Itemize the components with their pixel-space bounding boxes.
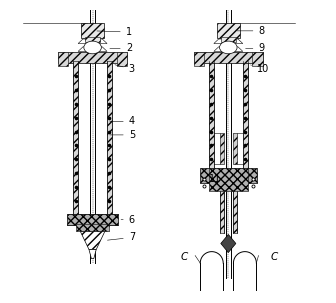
Bar	[220, 133, 224, 164]
Bar	[217, 23, 240, 38]
Bar	[209, 168, 248, 191]
Text: 10: 10	[251, 64, 269, 74]
Text: 1: 1	[97, 27, 132, 37]
Bar	[209, 62, 214, 170]
Bar	[221, 38, 236, 42]
Ellipse shape	[84, 41, 101, 54]
Text: 9: 9	[246, 43, 265, 53]
Bar	[58, 52, 127, 62]
Polygon shape	[214, 47, 243, 52]
Polygon shape	[78, 47, 107, 52]
Text: 5: 5	[110, 130, 135, 140]
Text: 11: 11	[204, 174, 221, 184]
Bar	[58, 52, 69, 66]
Text: 6: 6	[121, 215, 135, 225]
Text: 2: 2	[110, 43, 132, 53]
Polygon shape	[89, 250, 96, 258]
Bar	[107, 61, 112, 215]
Text: $C$: $C$	[270, 250, 280, 261]
Bar	[76, 224, 109, 231]
Polygon shape	[78, 39, 107, 44]
Bar	[117, 52, 127, 66]
Bar	[252, 52, 263, 66]
Bar	[194, 52, 204, 66]
Bar	[67, 214, 118, 225]
Text: 7: 7	[108, 232, 135, 242]
Text: $C$: $C$	[180, 250, 189, 261]
Text: 8: 8	[237, 26, 265, 36]
Bar	[243, 62, 248, 170]
Polygon shape	[80, 231, 105, 250]
Bar	[233, 133, 237, 164]
Ellipse shape	[219, 41, 237, 54]
Bar	[73, 61, 78, 215]
Bar	[194, 52, 263, 62]
Polygon shape	[221, 235, 236, 252]
Bar	[85, 38, 100, 42]
Bar	[200, 168, 257, 183]
Bar	[233, 183, 237, 233]
Bar	[220, 183, 224, 233]
Text: 3: 3	[115, 64, 135, 74]
Text: 4: 4	[110, 116, 135, 126]
Polygon shape	[214, 39, 243, 44]
Bar	[81, 23, 104, 38]
